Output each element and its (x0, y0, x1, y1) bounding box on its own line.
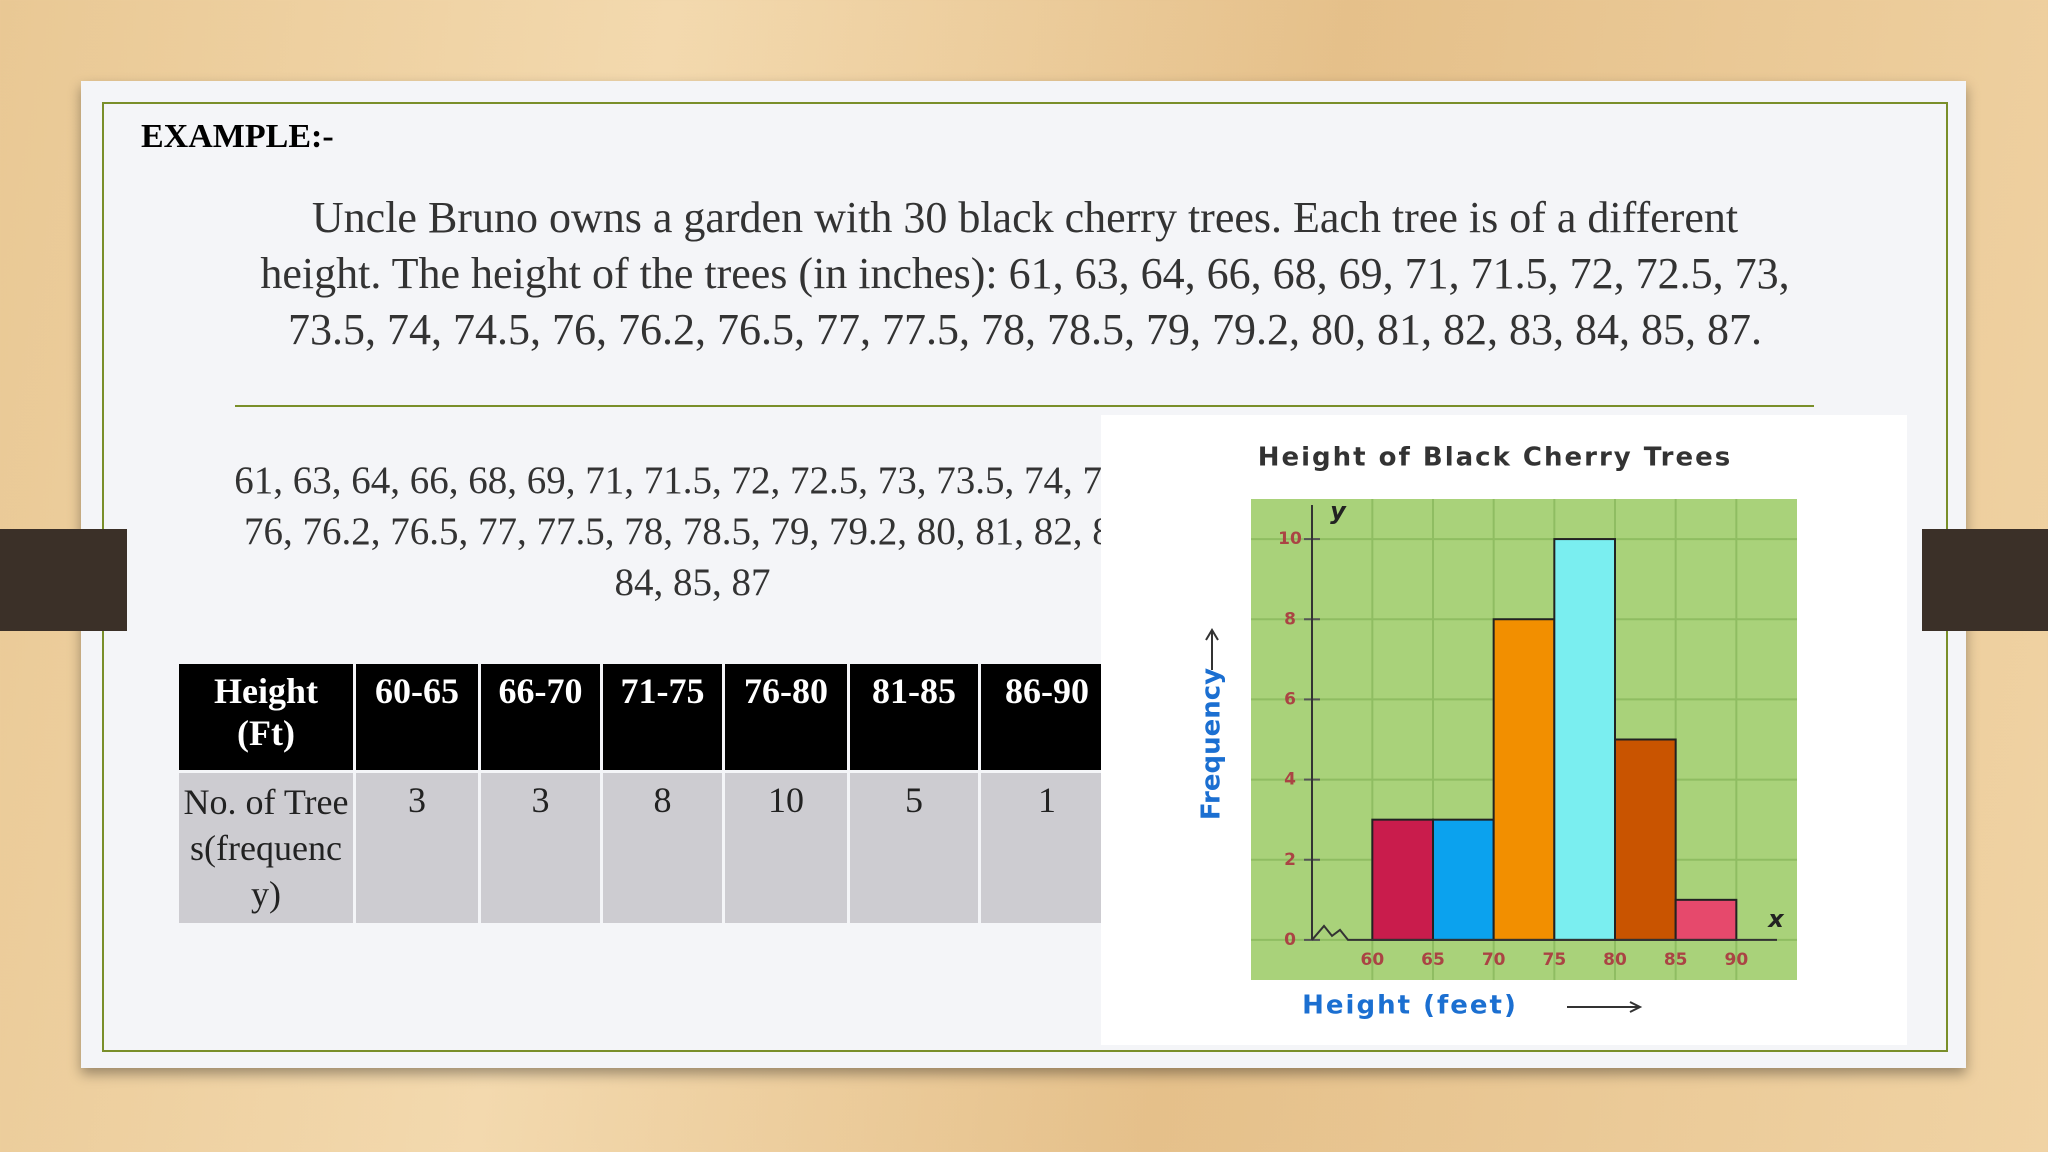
cell: 1 (981, 773, 1113, 923)
divider (235, 405, 1814, 407)
y-symbol: y (1330, 497, 1347, 525)
x-arrow (1567, 1001, 1643, 1013)
header-cell: 81-85 (850, 664, 978, 770)
cell: 3 (481, 773, 600, 923)
cell: 10 (725, 773, 847, 923)
side-band (1922, 529, 2048, 631)
header-row: Height (Ft) 60-65 66-70 71-75 76-80 81-8… (179, 664, 1113, 770)
y-tick-label: 10 (1278, 529, 1302, 549)
intro-line: 73.5, 74, 74.5, 76, 76.2, 76.5, 77, 77.5… (288, 305, 1762, 354)
y-tick-label: 8 (1284, 609, 1296, 629)
heading: EXAMPLE:- (141, 118, 334, 155)
chart-title: Height of Black Cherry Trees (1258, 443, 1732, 473)
x-tick-label: 65 (1421, 950, 1445, 970)
header-cell: 60-65 (356, 664, 478, 770)
x-tick-label: 60 (1360, 950, 1384, 970)
y-tick-label: 6 (1284, 689, 1296, 709)
x-axis-label: Height (feet) (1302, 991, 1518, 1021)
bar (1432, 818, 1495, 941)
intro-line: Uncle Bruno owns a garden with 30 black … (311, 193, 1739, 242)
x-axis (1311, 924, 1777, 941)
intro-line: height. The height of the trees (in inch… (260, 249, 1790, 298)
data-line: 84, 85, 87 (614, 561, 771, 604)
bar (1614, 738, 1677, 941)
x-tick-label: 85 (1664, 950, 1688, 970)
x-tick-label: 80 (1603, 950, 1627, 970)
bar (1553, 538, 1617, 941)
cell: 8 (603, 773, 722, 923)
y-tick-label: 2 (1284, 850, 1296, 870)
y-tick-label: 4 (1284, 770, 1296, 790)
y-tick-label: 0 (1284, 930, 1296, 950)
cell: 3 (356, 773, 478, 923)
header-cell: 71-75 (603, 664, 722, 770)
frequency-table: Height (Ft) 60-65 66-70 71-75 76-80 81-8… (176, 661, 1116, 926)
data-row: No. of Trees(frequency) 3 3 8 10 5 1 (179, 773, 1113, 923)
header-cell: 76-80 (725, 664, 847, 770)
data-line: 76, 76.2, 76.5, 77, 77.5, 78, 78.5, 79, … (244, 510, 1141, 553)
header-cell: 86-90 (981, 664, 1113, 770)
row-label: No. of Trees(frequency) (179, 773, 353, 923)
bar (1674, 898, 1738, 941)
cell: 5 (850, 773, 978, 923)
bar (1371, 818, 1435, 941)
header-cell: Height (Ft) (179, 664, 353, 770)
y-axis-label: Frequency (1197, 668, 1227, 820)
data-line: 61, 63, 64, 66, 68, 69, 71, 71.5, 72, 72… (234, 459, 1151, 502)
x-symbol: x (1767, 905, 1785, 933)
x-tick-label: 90 (1724, 950, 1748, 970)
header-cell: 66-70 (481, 664, 600, 770)
x-tick-label: 70 (1482, 950, 1506, 970)
side-band (0, 529, 127, 631)
y-arrow (1205, 628, 1219, 670)
x-tick-label: 75 (1542, 950, 1566, 970)
bar (1492, 618, 1556, 941)
